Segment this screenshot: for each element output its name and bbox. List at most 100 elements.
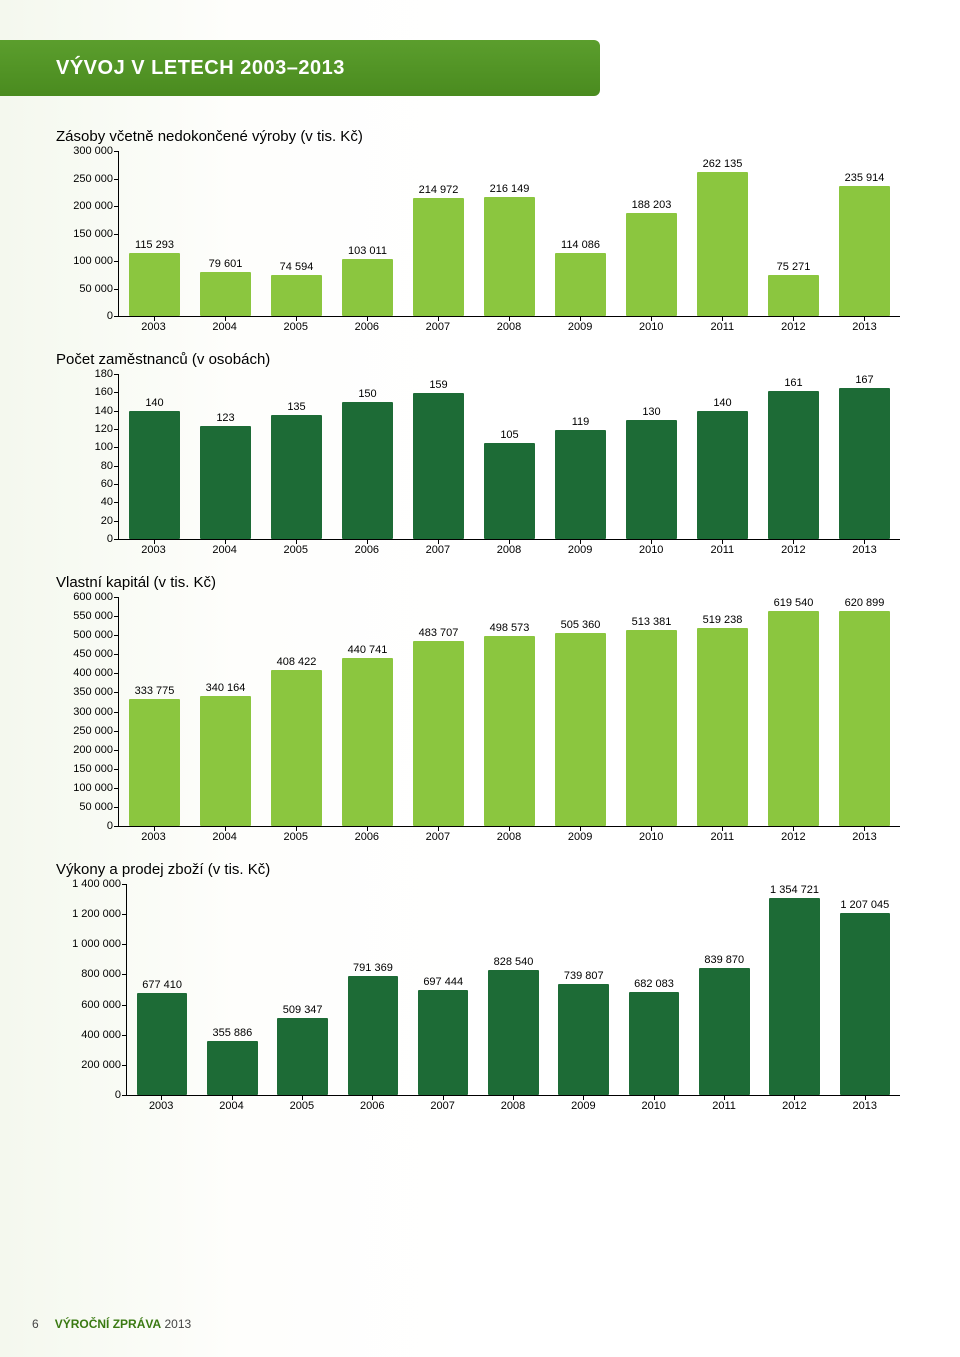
bar (555, 633, 606, 826)
page-title: VÝVOJ V LETECH 2003–2013 (56, 57, 345, 80)
bar-column: 114 086 (545, 151, 616, 316)
bar-column: 509 347 (268, 884, 338, 1095)
bar-value-label: 340 164 (206, 682, 246, 694)
y-tick-label: 1 200 000 (72, 908, 121, 920)
y-tick-label: 50 000 (79, 283, 113, 295)
bar-column: 619 540 (758, 597, 829, 826)
x-tick-label: 2011 (687, 317, 758, 337)
bar-value-label: 839 870 (704, 954, 744, 966)
bar (558, 984, 609, 1095)
chart-plot: 050 000100 000150 000200 000250 000300 0… (118, 597, 900, 827)
x-tick-label: 2003 (126, 1096, 196, 1116)
bar-column: 167 (829, 374, 900, 539)
chart-frame: 0200 000400 000600 000800 0001 000 0001 … (56, 884, 904, 1116)
bar (342, 402, 393, 540)
bar (484, 197, 535, 316)
y-tick-label: 500 000 (73, 629, 113, 641)
bar-column: 74 594 (261, 151, 332, 316)
bar-value-label: 355 886 (213, 1027, 253, 1039)
x-axis: 2003200420052006200720082009201020112012… (118, 827, 900, 847)
y-tick-label: 180 (95, 368, 113, 380)
bar (697, 411, 748, 539)
bar (484, 636, 535, 826)
bar (840, 913, 891, 1095)
bar-value-label: 135 (287, 401, 305, 413)
y-tick-label: 120 (95, 423, 113, 435)
chart-zasoby: Zásoby včetně nedokončené výroby (v tis.… (56, 128, 904, 337)
x-axis: 2003200420052006200720082009201020112012… (118, 317, 900, 337)
footer-bold: VÝROČNÍ ZPRÁVA (55, 1317, 161, 1331)
chart-kapital: Vlastní kapitál (v tis. Kč)050 000100 00… (56, 574, 904, 847)
bar (839, 388, 890, 539)
bar (484, 443, 535, 539)
bar-column: 188 203 (616, 151, 687, 316)
bar (129, 699, 180, 826)
chart-plot: 050 000100 000150 000200 000250 000300 0… (118, 151, 900, 317)
bars-row: 333 775340 164408 422440 741483 707498 5… (119, 597, 900, 826)
page-footer: 6 VÝROČNÍ ZPRÁVA 2013 (32, 1317, 191, 1331)
y-tick-label: 250 000 (73, 725, 113, 737)
bar-value-label: 115 293 (135, 239, 174, 251)
bar-value-label: 103 011 (348, 245, 387, 257)
y-tick-label: 200 000 (81, 1059, 121, 1071)
x-tick-label: 2003 (118, 317, 189, 337)
bar (697, 628, 748, 826)
bars-row: 677 410355 886509 347791 369697 444828 5… (127, 884, 900, 1095)
x-axis: 2003200420052006200720082009201020112012… (118, 540, 900, 560)
y-tick-label: 20 (101, 515, 113, 527)
chart-frame: 0204060801001201401601801401231351501591… (56, 374, 904, 560)
bar (768, 611, 819, 826)
bar (626, 213, 677, 317)
x-tick-label: 2010 (616, 540, 687, 560)
bar-value-label: 74 594 (280, 261, 314, 273)
bar-column: 159 (403, 374, 474, 539)
bar (413, 393, 464, 539)
x-tick-label: 2011 (687, 827, 758, 847)
chart-zamestnanci: Počet zaměstnanců (v osobách)02040608010… (56, 351, 904, 560)
x-tick-label: 2007 (402, 317, 473, 337)
page-title-tab: VÝVOJ V LETECH 2003–2013 (0, 40, 600, 96)
x-tick-label: 2012 (758, 540, 829, 560)
bar (769, 898, 820, 1095)
x-tick-label: 2009 (545, 317, 616, 337)
chart-title: Výkony a prodej zboží (v tis. Kč) (56, 861, 904, 878)
x-axis: 2003200420052006200720082009201020112012… (126, 1096, 900, 1116)
page: VÝVOJ V LETECH 2003–2013 Zásoby včetně n… (0, 0, 960, 1357)
bar-column: 355 886 (197, 884, 267, 1095)
x-tick-label: 2003 (118, 827, 189, 847)
x-tick-label: 2008 (473, 540, 544, 560)
bar (129, 253, 180, 316)
bar-column: 1 354 721 (759, 884, 829, 1095)
x-tick-label: 2007 (407, 1096, 477, 1116)
bar-column: 140 (119, 374, 190, 539)
y-tick-label: 300 000 (73, 706, 113, 718)
bar (342, 259, 393, 316)
bar-column: 791 369 (338, 884, 408, 1095)
x-tick-label: 2004 (196, 1096, 266, 1116)
bar-column: 483 707 (403, 597, 474, 826)
x-tick-label: 2010 (616, 827, 687, 847)
x-tick-label: 2010 (616, 317, 687, 337)
bar-value-label: 79 601 (209, 258, 243, 270)
bar-column: 620 899 (829, 597, 900, 826)
bar-value-label: 333 775 (135, 685, 175, 697)
bar-value-label: 828 540 (494, 956, 534, 968)
x-tick-label: 2005 (260, 827, 331, 847)
x-tick-label: 2012 (759, 1096, 829, 1116)
x-tick-label: 2009 (545, 827, 616, 847)
bar-column: 75 271 (758, 151, 829, 316)
x-tick-label: 2005 (267, 1096, 337, 1116)
bar (699, 968, 750, 1095)
y-tick-label: 300 000 (73, 145, 113, 157)
bar (277, 1018, 328, 1095)
y-tick-label: 0 (107, 310, 113, 322)
bar-value-label: 505 360 (561, 619, 601, 631)
bar-column: 505 360 (545, 597, 616, 826)
y-tick-label: 1 400 000 (72, 878, 121, 890)
footer-year: 2013 (164, 1317, 191, 1331)
bar-column: 440 741 (332, 597, 403, 826)
x-tick-label: 2012 (758, 827, 829, 847)
bar-value-label: 682 083 (634, 978, 674, 990)
bar-value-label: 167 (855, 374, 873, 386)
y-tick-label: 100 000 (73, 255, 113, 267)
